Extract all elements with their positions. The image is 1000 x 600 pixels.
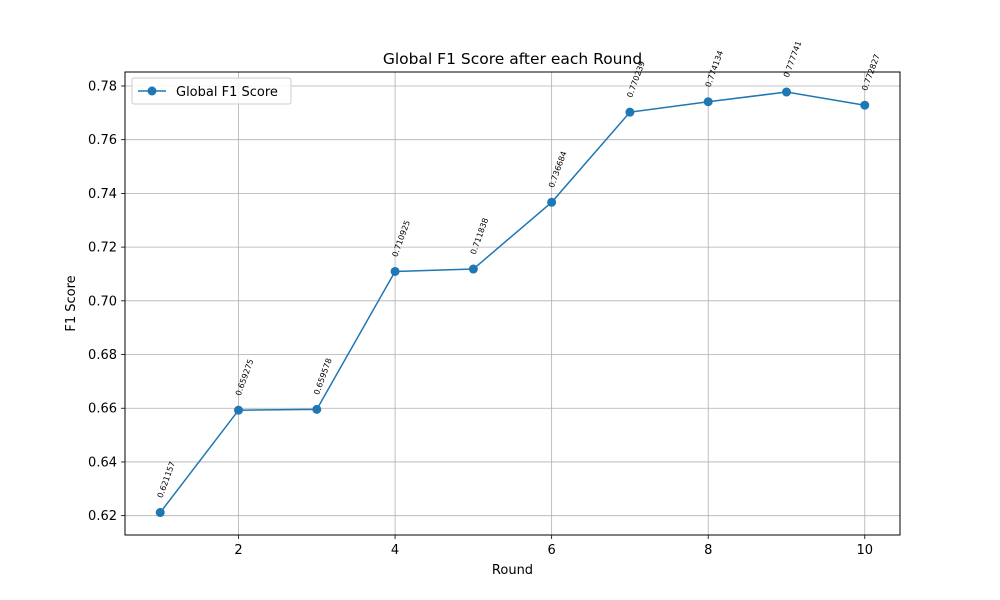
y-axis-title: F1 Score <box>64 275 79 331</box>
y-tick-label: 0.62 <box>88 509 117 524</box>
y-tick-label: 0.72 <box>88 241 117 256</box>
series-line <box>159 91 865 514</box>
y-tick-label: 0.66 <box>88 402 117 417</box>
series-layer <box>155 87 870 518</box>
y-tick-label: 0.76 <box>88 133 117 148</box>
data-point <box>781 87 791 97</box>
x-axis-title: Round <box>492 563 533 578</box>
data-point <box>547 197 557 207</box>
plot-area-frame <box>124 71 901 536</box>
legend: Global F1 Score <box>131 77 292 105</box>
x-tick-label: 6 <box>548 543 556 558</box>
data-point <box>468 264 478 274</box>
y-tick-label: 0.74 <box>88 187 117 202</box>
data-point <box>703 97 713 107</box>
data-point <box>312 404 322 414</box>
grid <box>125 72 900 535</box>
axis-ticks: 2 4 6 8 10 0.62 0.64 0.66 0.68 0.70 0.72 0.74 0.76 0.… <box>88 79 873 558</box>
y-tick-label: 0.64 <box>88 455 117 470</box>
x-tick-label: 4 <box>391 543 399 558</box>
y-tick-label: 0.70 <box>88 294 117 309</box>
x-tick-label: 10 <box>856 543 873 558</box>
data-point <box>625 107 635 117</box>
legend-label: Global F1 Score <box>176 85 278 100</box>
data-point <box>155 508 165 518</box>
x-tick-label: 2 <box>234 543 242 558</box>
legend-box <box>131 77 292 105</box>
x-tick-label: 8 <box>704 543 712 558</box>
y-tick-label: 0.68 <box>88 348 117 363</box>
data-point <box>860 100 870 110</box>
legend-point-marker <box>147 86 157 96</box>
data-point <box>390 266 400 276</box>
y-tick-label: 0.78 <box>88 79 117 94</box>
chart-title: Global F1 Score after each Round <box>383 50 642 68</box>
data-point <box>234 405 244 415</box>
